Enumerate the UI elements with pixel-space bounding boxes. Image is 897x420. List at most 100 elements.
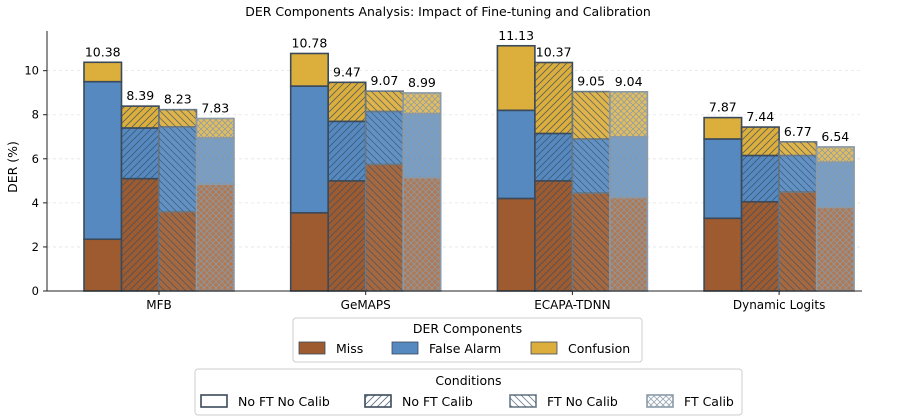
- legend-swatch-confusion: [530, 341, 558, 355]
- y-tick-label: 4: [32, 196, 39, 210]
- bar-segment-false-alarm: [289, 85, 330, 214]
- bar-hatch: [534, 62, 573, 134]
- bar-hatch: [328, 121, 366, 181]
- bar-total-label: 6.54: [821, 129, 849, 144]
- bar-total-label: 10.78: [292, 35, 328, 50]
- legend-label: Confusion: [568, 341, 630, 356]
- bar-total-label: 7.87: [709, 100, 737, 115]
- legend-label: FT No Calib: [547, 394, 618, 409]
- bar-total-label: 10.38: [85, 44, 121, 59]
- components-legend: DER Components Miss False Alarm Confusion: [292, 317, 643, 363]
- bar-hatch: [403, 113, 441, 178]
- bar-hatch: [572, 91, 610, 139]
- bar-hatch: [779, 155, 817, 192]
- bar-total-label: 9.07: [371, 73, 399, 88]
- y-tick-label: 2: [32, 240, 39, 254]
- bar-hatch: [159, 126, 197, 212]
- conditions-legend-frame: [194, 368, 743, 416]
- bar-total-label: 9.47: [333, 64, 361, 79]
- legend-label: Miss: [336, 341, 363, 356]
- legend-label: FT Calib: [684, 394, 734, 409]
- legend-swatch-false-alarm: [391, 341, 419, 355]
- bar-hatch: [196, 118, 234, 138]
- bar-total-label: 7.44: [746, 109, 774, 124]
- bar-segment-confusion: [703, 116, 743, 140]
- legend-swatch-hatch: [365, 395, 391, 407]
- bar-total-label: 7.83: [201, 100, 229, 115]
- bar-hatch: [609, 91, 648, 137]
- y-axis-ticks: 0 2 4 6 8 10: [24, 64, 47, 298]
- bar-hatch: [741, 155, 780, 202]
- bar-total-label: 8.39: [126, 88, 154, 103]
- bar-segment-confusion: [83, 61, 123, 83]
- y-tick-label: 8: [32, 108, 39, 122]
- axes: [46, 31, 862, 292]
- legend-label: No FT Calib: [402, 394, 473, 409]
- bar-hatch: [121, 178, 159, 291]
- bar-hatch: [816, 162, 855, 208]
- bar-hatch: [159, 211, 197, 291]
- bar-segment-false-alarm: [83, 80, 123, 241]
- x-tick-label: MFB: [146, 298, 172, 312]
- x-tick-label: ECAPA-TDNN: [534, 298, 610, 312]
- bar-hatch: [534, 180, 573, 291]
- legend-label: False Alarm: [429, 341, 501, 356]
- legend-swatch-condition: [200, 394, 228, 408]
- y-tick-label: 6: [32, 152, 39, 166]
- bar-segment-miss: [496, 197, 536, 292]
- legend-label: No FT No Calib: [238, 394, 330, 409]
- bar-hatch: [534, 133, 573, 181]
- bar-hatch: [328, 82, 366, 122]
- bar-hatch: [121, 106, 159, 128]
- bar-hatch: [196, 184, 234, 291]
- conditions-legend-title: Conditions: [435, 373, 501, 388]
- y-tick-label: 0: [32, 284, 39, 298]
- chart-title: DER Components Analysis: Impact of Fine-…: [245, 4, 651, 19]
- bar-segment-miss: [83, 238, 123, 292]
- bar-total-label: 11.13: [498, 28, 534, 43]
- bar-segment-false-alarm: [496, 109, 536, 200]
- bar-segment-miss: [289, 211, 330, 292]
- bar-segment-false-alarm: [703, 138, 743, 220]
- bar-hatch: [779, 141, 817, 156]
- bar-segment-confusion: [289, 52, 330, 87]
- bar-hatch: [365, 164, 404, 291]
- x-tick-label: GeMAPS: [341, 298, 391, 312]
- y-tick-label: 10: [24, 64, 39, 78]
- bar-hatch: [159, 109, 197, 127]
- bar-hatch: [328, 180, 366, 291]
- bar-hatch: [816, 146, 855, 163]
- bar-hatch: [196, 137, 234, 185]
- bar-total-label: 9.05: [577, 74, 605, 89]
- conditions-legend: Conditions No FT No Calib No FT Calib FT N…: [194, 368, 743, 416]
- y-axis-label: DER (%): [5, 141, 20, 193]
- bar-hatch: [365, 91, 404, 112]
- bar-segment-confusion: [496, 44, 536, 112]
- bar-hatch: [816, 207, 855, 291]
- bar-hatch: [121, 127, 159, 179]
- bars-group: 10.38 8.39 8.23 7.83 10.78 9.47 9.07 8.99 11.131…: [83, 28, 855, 292]
- bar-total-label: 10.37: [536, 45, 572, 60]
- bar-total-label: 8.99: [408, 75, 436, 90]
- bar-hatch: [365, 111, 404, 165]
- bar-hatch: [403, 177, 441, 291]
- bar-hatch: [779, 191, 817, 291]
- bar-total-label: 8.23: [164, 92, 192, 107]
- bar-hatch: [572, 138, 610, 193]
- legend-swatch-hatch: [510, 395, 536, 407]
- bar-segment-miss: [703, 217, 743, 292]
- x-tick-label: Dynamic Logits: [733, 298, 825, 312]
- x-axis-ticks: MFB GeMAPS ECAPA-TDNN Dynamic Logits: [146, 291, 825, 312]
- bar-hatch: [741, 127, 780, 156]
- legend-swatch-hatch: [647, 395, 673, 407]
- bar-hatch: [741, 201, 780, 291]
- bar-total-label: 9.04: [615, 74, 643, 89]
- bar-hatch: [609, 197, 648, 291]
- bar-hatch: [572, 192, 610, 291]
- legend-swatch-miss: [298, 341, 326, 355]
- bar-hatch: [609, 136, 648, 198]
- bar-total-label: 6.77: [784, 124, 812, 139]
- components-legend-title: DER Components: [413, 321, 522, 336]
- bar-hatch: [403, 92, 441, 114]
